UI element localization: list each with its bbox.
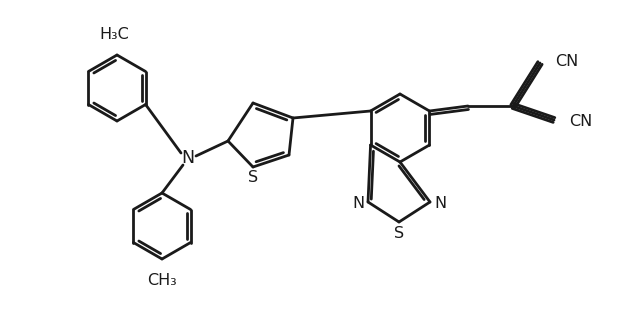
Text: N: N	[181, 149, 195, 167]
Text: H₃C: H₃C	[99, 27, 129, 42]
Text: CN: CN	[569, 115, 592, 130]
Text: CN: CN	[555, 54, 579, 69]
Text: N: N	[434, 196, 446, 211]
Text: CH₃: CH₃	[147, 273, 177, 288]
Text: S: S	[394, 226, 404, 241]
Text: N: N	[352, 196, 364, 211]
Text: S: S	[248, 170, 258, 186]
